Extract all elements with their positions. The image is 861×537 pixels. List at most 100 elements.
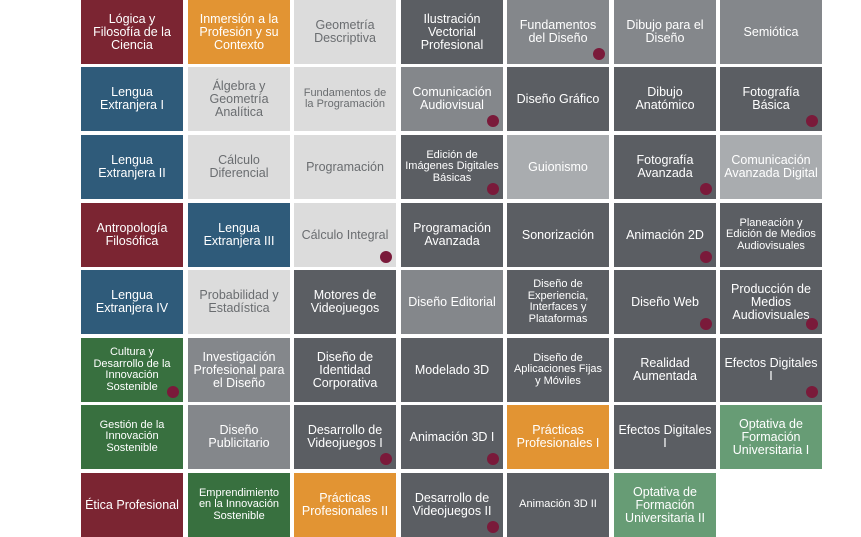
course-tile: Geometría Descriptiva xyxy=(294,0,396,64)
course-tile: Programación Avanzada xyxy=(401,203,503,267)
course-label: Ética Profesional xyxy=(85,497,179,512)
course-label: Motores de Videojuegos xyxy=(310,288,380,315)
course-label: Diseño Publicitario xyxy=(208,423,270,450)
course-tile: Lengua Extranjera II xyxy=(81,135,183,199)
course-tile: Guionismo xyxy=(507,135,609,199)
course-label: Fundamentos de la Programación xyxy=(303,86,387,110)
marker-dot-icon xyxy=(700,318,712,330)
course-tile: Ilustración Vectorial Profesional xyxy=(401,0,503,64)
marker-dot-icon xyxy=(806,318,818,330)
course-tile: Desarrollo de Videojuegos I xyxy=(294,405,396,469)
course-tile: Diseño de Experiencia, Interfaces y Plat… xyxy=(507,270,609,334)
course-tile: Prácticas Profesionales II xyxy=(294,473,396,537)
course-tile: Animación 2D xyxy=(614,203,716,267)
course-label: Dibujo Anatómico xyxy=(635,85,695,112)
course-tile: Optativa de Formación Universitaria I xyxy=(720,405,822,469)
course-label: Semiótica xyxy=(743,24,799,39)
course-tile: Modelado 3D xyxy=(401,338,503,402)
course-label: Programación xyxy=(306,159,384,174)
course-label: Realidad Aumentada xyxy=(633,356,697,383)
course-label: Cultura y Desarrollo de la Innovación So… xyxy=(93,346,171,393)
course-label: Diseño Web xyxy=(631,294,699,309)
course-label: Modelado 3D xyxy=(414,362,490,377)
course-label: Desarrollo de Videojuegos I xyxy=(307,423,383,450)
course-label: Animación 3D I xyxy=(409,429,495,444)
course-tile: Dibujo para el Diseño xyxy=(614,0,716,64)
marker-dot-icon xyxy=(487,453,499,465)
course-label: Inmersión a la Profesión y su Contexto xyxy=(199,11,279,52)
course-tile: Cálculo Diferencial xyxy=(188,135,290,199)
course-tile: Animación 3D I xyxy=(401,405,503,469)
course-tile: Fotografía Básica xyxy=(720,67,822,131)
course-label: Prácticas Profesionales I xyxy=(516,423,600,450)
course-tile: Efectos Digitales I xyxy=(720,338,822,402)
marker-dot-icon xyxy=(380,251,392,263)
marker-dot-icon xyxy=(806,386,818,398)
course-tile: Álgebra y Geometría Analítica xyxy=(188,67,290,131)
course-tile: Antropología Filosófica xyxy=(81,203,183,267)
course-label: Optativa de Formación Universitaria I xyxy=(732,416,810,457)
marker-dot-icon xyxy=(487,521,499,533)
course-label: Sonorización xyxy=(521,227,595,242)
course-tile: Lógica y Filosofía de la Ciencia xyxy=(81,0,183,64)
curriculum-grid: Lógica y Filosofía de la Ciencia Lengua E… xyxy=(81,0,822,537)
course-label: Investigación Profesional para el Diseño xyxy=(193,349,285,390)
course-tile: Diseño Web xyxy=(614,270,716,334)
course-label: Planeación y Edición de Medios Audiovisu… xyxy=(726,216,816,252)
course-label: Desarrollo de Videojuegos II xyxy=(412,491,492,518)
course-tile: Cultura y Desarrollo de la Innovación So… xyxy=(81,338,183,402)
course-label: Producción de Medios Audiovisuales xyxy=(731,281,811,322)
course-label: Dibujo para el Diseño xyxy=(626,18,704,45)
course-tile: Diseño de Identidad Corporativa xyxy=(294,338,396,402)
marker-dot-icon xyxy=(700,251,712,263)
marker-dot-icon xyxy=(487,115,499,127)
course-tile: Emprendimiento en la Innovación Sostenib… xyxy=(188,473,290,537)
course-tile: Lengua Extranjera I xyxy=(81,67,183,131)
course-tile: Motores de Videojuegos xyxy=(294,270,396,334)
course-label: Antropología Filosófica xyxy=(96,221,168,248)
course-label: Prácticas Profesionales II xyxy=(301,491,389,518)
course-tile: Fotografía Avanzada xyxy=(614,135,716,199)
course-label: Diseño de Identidad Corporativa xyxy=(312,349,378,390)
course-label: Fotografía Avanzada xyxy=(636,153,694,180)
course-label: Fundamentos del Diseño xyxy=(519,18,597,45)
course-label: Programación Avanzada xyxy=(413,221,491,248)
course-label: Diseño Editorial xyxy=(408,294,496,309)
course-label: Comunicación Audiovisual xyxy=(412,85,492,112)
course-tile: Diseño Gráfico xyxy=(507,67,609,131)
course-tile: Producción de Medios Audiovisuales xyxy=(720,270,822,334)
course-label: Lengua Extranjera II xyxy=(98,153,166,180)
course-tile: Sonorización xyxy=(507,203,609,267)
course-label: Efectos Digitales I xyxy=(618,423,712,450)
course-label: Diseño de Aplicaciones Fijas y Móviles xyxy=(513,351,603,387)
marker-dot-icon xyxy=(167,386,179,398)
course-tile: Comunicación Audiovisual xyxy=(401,67,503,131)
course-label: Ilustración Vectorial Profesional xyxy=(420,11,484,52)
course-label: Fotografía Básica xyxy=(742,85,800,112)
course-tile: Desarrollo de Videojuegos II xyxy=(401,473,503,537)
course-tile: Cálculo Integral xyxy=(294,203,396,267)
marker-dot-icon xyxy=(593,48,605,60)
course-tile: Semiótica xyxy=(720,0,822,64)
course-label: Lengua Extranjera I xyxy=(100,85,164,112)
course-label: Lengua Extranjera IV xyxy=(95,288,169,315)
course-tile: Programación xyxy=(294,135,396,199)
marker-dot-icon xyxy=(806,115,818,127)
marker-dot-icon xyxy=(380,453,392,465)
course-label: Lengua Extranjera III xyxy=(203,221,275,248)
course-label: Cálculo Integral xyxy=(301,227,389,242)
course-tile: Prácticas Profesionales I xyxy=(507,405,609,469)
course-label: Edición de Imágenes Digitales Básicas xyxy=(405,148,499,184)
course-tile: Inmersión a la Profesión y su Contexto xyxy=(188,0,290,64)
course-label: Cálculo Diferencial xyxy=(209,153,269,180)
marker-dot-icon xyxy=(487,183,499,195)
course-tile: Probabilidad y Estadística xyxy=(188,270,290,334)
course-tile: Diseño Publicitario xyxy=(188,405,290,469)
course-label: Diseño de Experiencia, Interfaces y Plat… xyxy=(527,278,589,325)
course-label: Efectos Digitales I xyxy=(724,356,818,383)
course-tile: Realidad Aumentada xyxy=(614,338,716,402)
course-tile: Edición de Imágenes Digitales Básicas xyxy=(401,135,503,199)
course-label: Probabilidad y Estadística xyxy=(199,288,279,315)
marker-dot-icon xyxy=(700,183,712,195)
course-tile: Lengua Extranjera IV xyxy=(81,270,183,334)
